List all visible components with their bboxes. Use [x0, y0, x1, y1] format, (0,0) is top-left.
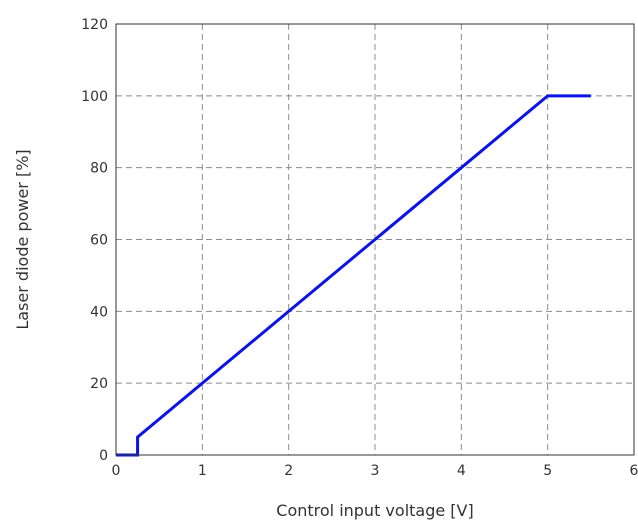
x-tick-label: 3	[371, 463, 380, 479]
y-axis-label: Laser diode power [%]	[13, 149, 32, 329]
x-tick-label: 5	[543, 463, 552, 479]
x-tick-label: 4	[457, 463, 466, 479]
y-tick-label: 0	[99, 448, 108, 464]
series-line-0	[116, 94, 591, 457]
y-tick-label: 120	[81, 17, 108, 33]
y-tick-label: 60	[90, 233, 108, 249]
y-tick-label: 40	[90, 304, 108, 320]
x-tick-label: 6	[630, 463, 638, 479]
y-tick-label: 20	[90, 376, 108, 392]
plot-frame	[115, 23, 635, 456]
x-axis-ticks: 0 1 2 3 4 5 6	[112, 463, 638, 479]
x-tick-label: 0	[112, 463, 121, 479]
x-tick-label: 1	[198, 463, 207, 479]
y-axis-ticks: 0 20 40 60 80 100 120	[81, 17, 108, 464]
y-tick-label: 80	[90, 161, 108, 177]
x-axis-label: Control input voltage [V]	[276, 501, 473, 520]
series-layer	[116, 94, 591, 457]
y-tick-label: 100	[81, 89, 108, 105]
x-tick-label: 2	[284, 463, 293, 479]
